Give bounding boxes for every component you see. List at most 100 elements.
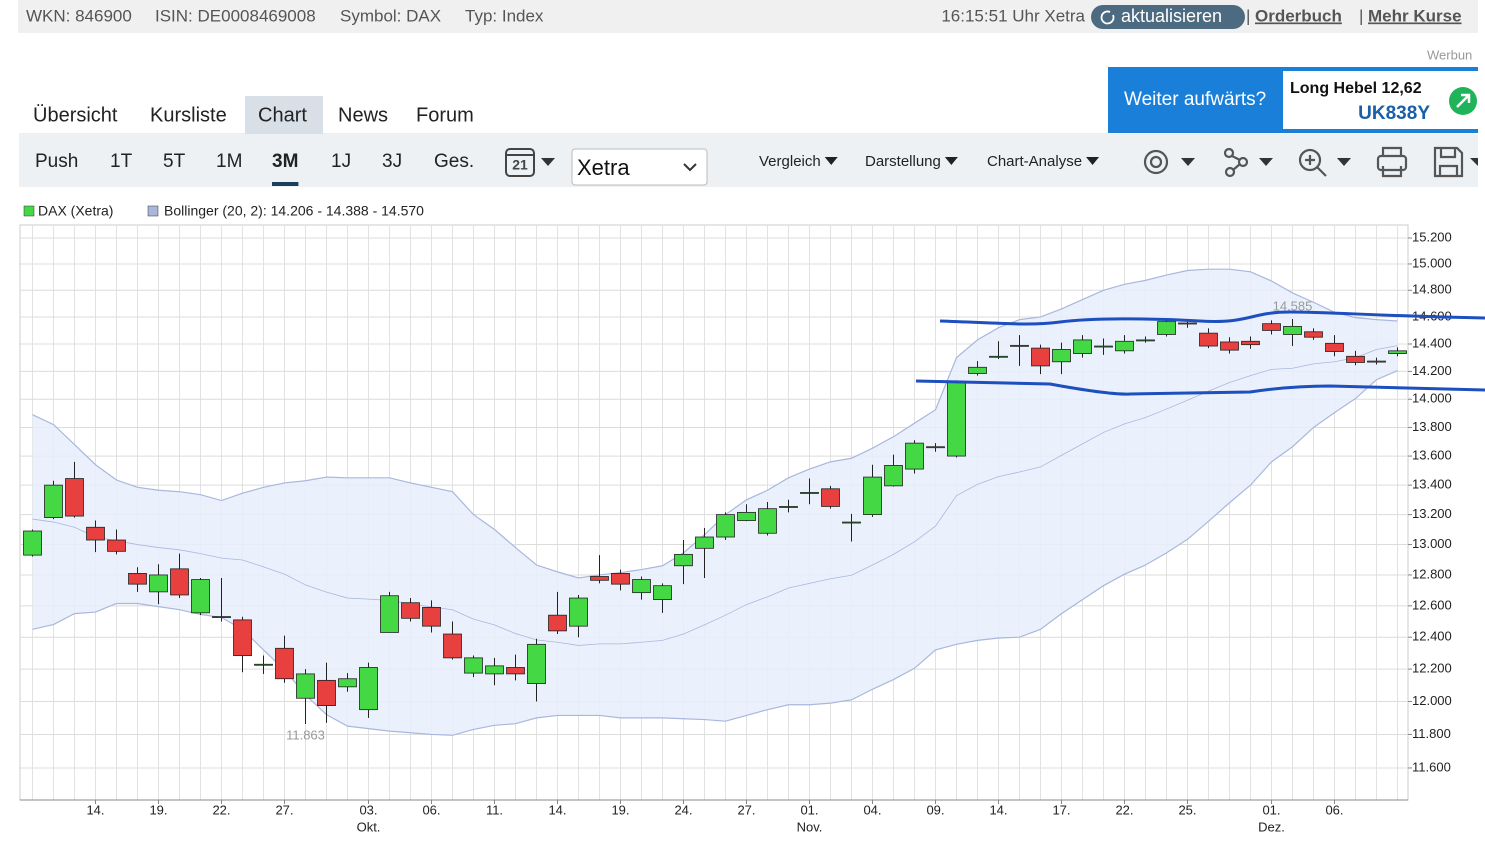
candle-body <box>1073 339 1092 354</box>
save-icon[interactable] <box>1433 146 1464 178</box>
candle-body <box>863 476 882 516</box>
menu[interactable]: Chart-Analyse <box>987 153 1082 170</box>
candle-body <box>527 643 546 684</box>
candle-body <box>1052 349 1071 363</box>
candle-body <box>1304 331 1323 338</box>
candle-body <box>275 647 294 680</box>
candle-body <box>947 382 966 457</box>
period[interactable]: 5T <box>163 151 186 172</box>
candle-body <box>296 673 315 699</box>
candle-body <box>1031 347 1050 367</box>
x-tick-label: 14. <box>548 802 566 817</box>
refresh-label[interactable]: aktualisieren <box>1121 6 1222 26</box>
link-orderbuch[interactable]: Orderbuch <box>1255 6 1342 25</box>
candle-body <box>1178 322 1197 325</box>
band-middle <box>32 345 1398 646</box>
calendar-icon[interactable] <box>505 148 535 177</box>
legend-label: Bollinger (20, 2): 14.206 - 14.388 - 14.… <box>164 203 424 219</box>
x-tick-label: 01. <box>1262 802 1280 817</box>
period[interactable]: Ges. <box>434 151 474 172</box>
tab[interactable]: Übersicht <box>33 104 118 126</box>
candle-body <box>653 585 672 601</box>
candle-body <box>254 663 273 666</box>
y-tick-label: 14.200 <box>1412 363 1452 378</box>
ad-code[interactable]: UK838Y <box>1358 103 1430 124</box>
tab[interactable]: Forum <box>416 104 474 126</box>
candle-body <box>1283 325 1302 335</box>
period[interactable]: 1J <box>331 151 351 172</box>
x-tick-label: 03. <box>359 802 377 817</box>
legend-swatch <box>147 205 159 217</box>
candle-body <box>107 539 126 552</box>
type: Typ: Index <box>465 6 544 25</box>
toolbar-icons <box>1143 146 1464 178</box>
separator: | <box>1359 6 1363 25</box>
candle-body <box>926 446 945 449</box>
period[interactable]: 3M <box>272 151 298 172</box>
ad-teaser[interactable]: Weiter aufwärts? <box>1124 89 1266 110</box>
x-tick-label: 22. <box>1115 802 1133 817</box>
refresh-button[interactable] <box>1091 5 1245 29</box>
ad-label: Werbun <box>1427 47 1472 62</box>
network-node <box>1224 166 1236 178</box>
candle-body <box>338 678 357 688</box>
zoom-icon[interactable] <box>1298 148 1322 172</box>
periods: Push 1T 5T 1M 3M 1J 3J Ges. <box>35 151 474 186</box>
network-icon[interactable] <box>1223 147 1235 159</box>
dropdown-arrow[interactable] <box>541 158 555 166</box>
time: 16:15:51 Uhr Xetra <box>941 6 1085 25</box>
tab[interactable]: Chart <box>258 104 307 126</box>
x-tick-label: 01. <box>800 802 818 817</box>
candle-body <box>317 679 336 706</box>
active-tab-bg <box>245 96 323 134</box>
menu-arrow <box>824 157 838 165</box>
symbol: Symbol: DAX <box>340 6 441 25</box>
period[interactable]: 3J <box>382 151 402 172</box>
candle-body <box>611 573 630 585</box>
menu[interactable]: Darstellung <box>865 153 941 170</box>
wkn: WKN: 846900 <box>26 6 132 25</box>
candle-body <box>779 506 798 508</box>
candle-body <box>149 574 168 593</box>
candle-body <box>758 508 777 534</box>
settings-icon[interactable] <box>1143 149 1169 175</box>
candle-body <box>1241 340 1260 346</box>
x-tick-label: 06. <box>1325 802 1343 817</box>
candle-body <box>485 665 504 675</box>
legend-label: DAX (Xetra) <box>38 203 113 219</box>
y-tick-label: 13.200 <box>1412 506 1452 521</box>
period[interactable]: 1T <box>110 151 133 172</box>
candle-body <box>569 597 588 627</box>
candle-body <box>716 514 735 538</box>
isin: ISIN: DE0008469008 <box>155 6 316 25</box>
link-mehr-kurse[interactable]: Mehr Kurse <box>1368 6 1462 25</box>
ad-product[interactable]: Long Hebel 12,62 <box>1290 80 1422 97</box>
x-tick-label: 14. <box>86 802 104 817</box>
candle-body <box>1136 339 1155 342</box>
candle-body <box>842 521 861 524</box>
period[interactable]: 1M <box>216 151 242 172</box>
print-icon[interactable] <box>1376 154 1408 172</box>
candle-body <box>905 442 924 470</box>
tab[interactable]: News <box>338 104 388 126</box>
tab[interactable]: Kursliste <box>150 104 227 126</box>
candle-body <box>1367 360 1386 363</box>
candle-body <box>401 602 420 619</box>
period[interactable]: Push <box>35 151 78 172</box>
x-month-label: Dez. <box>1258 819 1285 834</box>
y-tick-label: 14.800 <box>1412 282 1452 297</box>
candle-body <box>1220 341 1239 351</box>
x-tick-label: 19. <box>611 802 629 817</box>
exchange-select[interactable] <box>571 148 708 186</box>
x-month-label: Nov. <box>797 819 823 834</box>
candle-body <box>1094 345 1113 348</box>
y-tick-label: 13.400 <box>1412 477 1452 492</box>
candle-body <box>233 619 252 657</box>
candle-body <box>968 366 987 374</box>
menu[interactable]: Vergleich <box>759 153 821 170</box>
x-tick-label: 11. <box>486 802 503 817</box>
candle-body <box>695 536 714 549</box>
exchange[interactable]: Xetra <box>577 155 630 180</box>
